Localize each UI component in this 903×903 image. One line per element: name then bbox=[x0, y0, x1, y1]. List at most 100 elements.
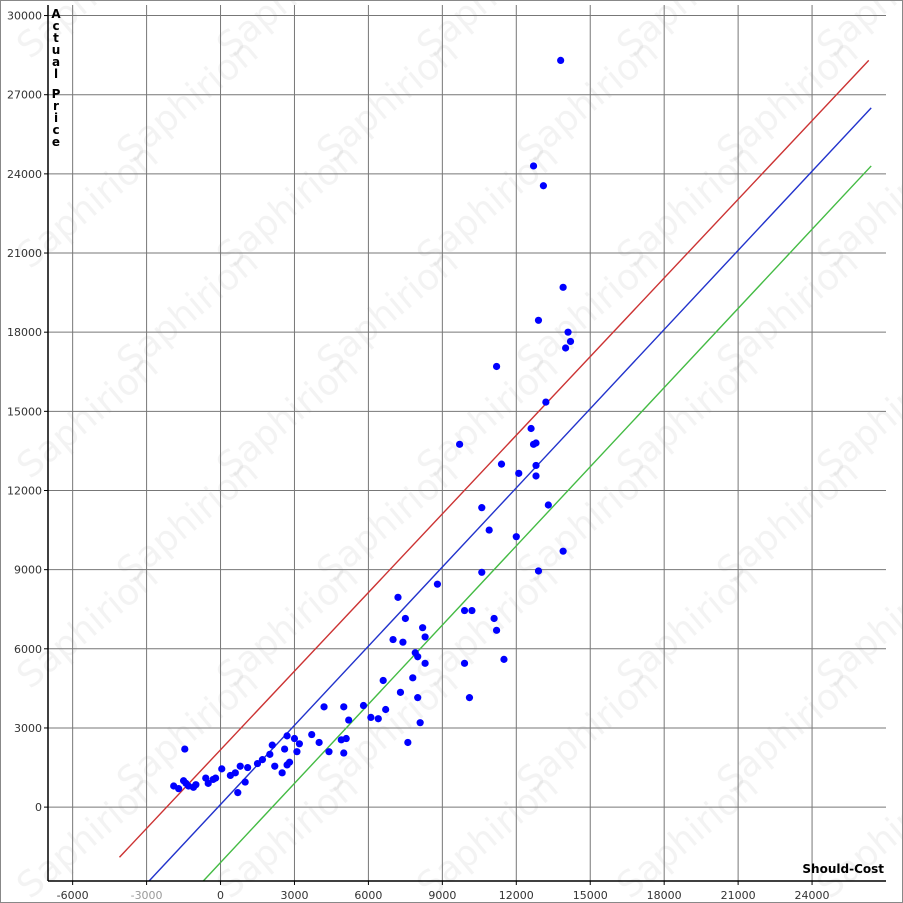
x-tick-label-6: 12000 bbox=[499, 889, 534, 902]
x-tick-label-4: 6000 bbox=[354, 889, 382, 902]
y-tick-label-6: 18000 bbox=[7, 326, 42, 339]
data-point-48 bbox=[396, 688, 405, 696]
data-point-61 bbox=[456, 440, 464, 448]
data-point-86 bbox=[544, 501, 552, 509]
data-point-56 bbox=[416, 719, 424, 727]
y-tick-label-1: 3000 bbox=[14, 722, 42, 735]
data-point-35 bbox=[325, 748, 333, 756]
data-point-55 bbox=[414, 694, 422, 702]
data-point-31 bbox=[295, 740, 303, 748]
data-point-14 bbox=[231, 769, 239, 777]
x-tick-label-2: 0 bbox=[217, 889, 224, 902]
data-point-39 bbox=[342, 734, 350, 743]
data-point-17 bbox=[241, 778, 249, 786]
x-tick-label-7: 15000 bbox=[573, 889, 608, 902]
data-point-59 bbox=[421, 659, 429, 667]
data-point-73 bbox=[500, 655, 508, 663]
data-point-20 bbox=[258, 756, 267, 764]
data-point-23 bbox=[271, 762, 279, 770]
data-point-40 bbox=[345, 716, 353, 724]
data-point-60 bbox=[433, 580, 442, 588]
data-point-69 bbox=[490, 614, 498, 623]
data-point-88 bbox=[559, 283, 567, 291]
data-point-38 bbox=[340, 749, 348, 757]
data-point-33 bbox=[315, 738, 323, 747]
data-point-67 bbox=[478, 568, 486, 576]
data-point-27 bbox=[283, 732, 291, 740]
data-point-83 bbox=[534, 567, 543, 575]
data-point-43 bbox=[374, 715, 382, 723]
data-point-44 bbox=[379, 676, 387, 685]
data-point-65 bbox=[468, 606, 476, 615]
data-point-81 bbox=[532, 472, 540, 480]
data-point-63 bbox=[460, 659, 469, 667]
data-point-22 bbox=[268, 741, 276, 749]
data-point-87 bbox=[557, 56, 565, 65]
data-point-76 bbox=[527, 424, 535, 433]
data-point-70 bbox=[492, 362, 501, 371]
y-tick-label-2: 6000 bbox=[14, 643, 42, 656]
data-point-49 bbox=[399, 638, 407, 646]
data-point-30 bbox=[293, 748, 301, 756]
data-point-50 bbox=[401, 614, 409, 623]
data-point-77 bbox=[529, 162, 538, 170]
reference-line-lower-line bbox=[202, 165, 872, 882]
data-point-51 bbox=[404, 738, 412, 747]
reference-line-upper-line bbox=[118, 59, 870, 858]
data-point-21 bbox=[266, 750, 274, 758]
tick-labels-layer: -6000 -3000 0 3000 6000 9000 12000 15000 18000 21… bbox=[7, 10, 830, 902]
data-point-79 bbox=[532, 439, 540, 447]
data-point-12 bbox=[218, 765, 226, 773]
axes-layer bbox=[47, 5, 886, 882]
data-point-24 bbox=[278, 769, 286, 777]
data-point-47 bbox=[394, 593, 402, 601]
points-layer bbox=[170, 56, 575, 797]
data-point-16 bbox=[236, 762, 244, 770]
y-tick-label-10: 30000 bbox=[7, 10, 42, 23]
data-point-84 bbox=[539, 182, 548, 190]
data-point-29 bbox=[290, 734, 299, 743]
data-point-66 bbox=[478, 504, 486, 512]
data-point-9 bbox=[204, 779, 212, 787]
data-point-72 bbox=[497, 460, 506, 468]
data-point-80 bbox=[532, 461, 540, 470]
x-tick-label-9: 21000 bbox=[721, 889, 756, 902]
data-point-28 bbox=[285, 758, 294, 766]
x-tick-label-10: 24000 bbox=[795, 889, 830, 902]
data-point-41 bbox=[359, 701, 368, 710]
data-point-46 bbox=[389, 635, 397, 644]
data-point-85 bbox=[542, 398, 550, 406]
data-point-71 bbox=[492, 626, 501, 634]
data-point-42 bbox=[367, 713, 375, 722]
data-point-37 bbox=[340, 703, 348, 711]
data-point-89 bbox=[559, 547, 567, 555]
data-point-75 bbox=[515, 469, 523, 477]
x-tick-label-1: -3000 bbox=[131, 889, 163, 902]
x-axis-title: Should-Cost bbox=[802, 862, 884, 876]
data-point-19 bbox=[253, 759, 262, 768]
data-point-62 bbox=[460, 606, 469, 615]
y-tick-label-4: 12000 bbox=[7, 484, 42, 497]
data-point-1 bbox=[175, 785, 183, 793]
data-point-52 bbox=[409, 674, 417, 682]
data-point-11 bbox=[212, 774, 220, 782]
data-point-82 bbox=[534, 316, 543, 324]
data-point-68 bbox=[485, 526, 493, 534]
data-point-74 bbox=[512, 533, 520, 541]
x-tick-label-5: 9000 bbox=[428, 889, 456, 902]
data-point-58 bbox=[421, 633, 429, 641]
y-tick-label-7: 21000 bbox=[7, 247, 42, 260]
data-point-7 bbox=[181, 745, 189, 753]
data-point-6 bbox=[192, 781, 200, 789]
data-point-92 bbox=[566, 337, 575, 346]
data-point-57 bbox=[419, 624, 427, 632]
data-point-15 bbox=[234, 789, 242, 797]
data-point-90 bbox=[561, 344, 570, 352]
data-point-91 bbox=[564, 328, 572, 336]
y-tick-label-5: 15000 bbox=[7, 405, 42, 418]
data-point-18 bbox=[244, 763, 252, 772]
